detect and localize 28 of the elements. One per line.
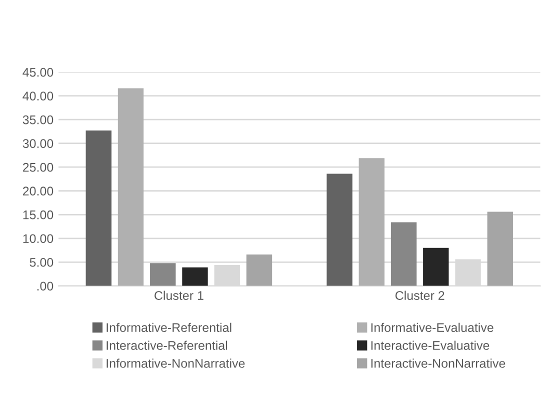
y-tick-label: 35.00 xyxy=(22,115,54,124)
y-tick-label: 20.00 xyxy=(22,186,54,196)
bar xyxy=(118,88,144,286)
bar xyxy=(358,158,385,286)
bar xyxy=(150,263,176,286)
bar xyxy=(326,174,352,286)
x-tick-label: Cluster 2 xyxy=(395,290,444,300)
legend-label: Informative-Referential xyxy=(106,322,232,332)
y-tick-label: 45.00 xyxy=(22,68,54,77)
y-tick-label: 25.00 xyxy=(22,162,54,172)
legend-label: Informative-NonNarrative xyxy=(106,358,245,368)
bar xyxy=(390,222,417,286)
bar xyxy=(423,248,449,286)
y-tick-label: 40.00 xyxy=(22,92,54,100)
y-tick-label: .00 xyxy=(37,282,54,291)
bar xyxy=(246,254,272,286)
legend-label: Informative-Evaluative xyxy=(371,322,494,332)
bar xyxy=(487,212,513,286)
y-tick-label: 10.00 xyxy=(23,234,54,244)
y-tick-label: 30.00 xyxy=(22,139,54,148)
legend-label: Interactive-Referential xyxy=(106,340,228,350)
x-tick-label: Cluster 1 xyxy=(154,290,204,300)
y-tick-label: 15.00 xyxy=(23,210,54,220)
legend-label: Interactive-NonNarrative xyxy=(371,358,506,368)
bar xyxy=(182,267,208,286)
legend-label: Interactive-Evaluative xyxy=(371,340,490,350)
bar xyxy=(86,130,112,286)
y-tick-label: 5.00 xyxy=(30,258,54,267)
